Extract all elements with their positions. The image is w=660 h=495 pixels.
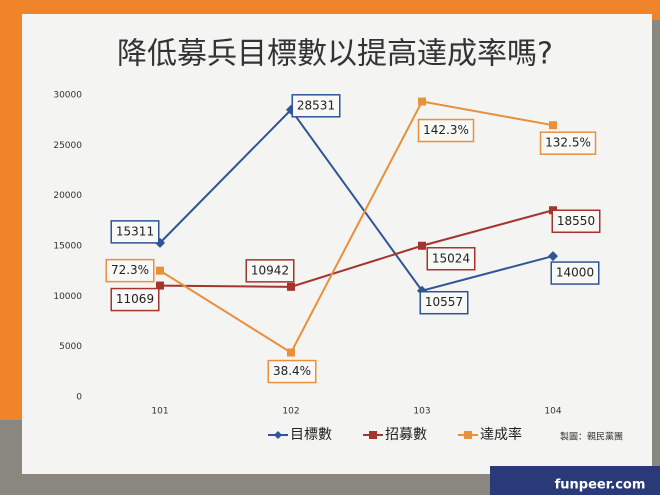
data-label: 28531 (297, 98, 335, 112)
label-box (110, 287, 160, 312)
legend-marker (464, 431, 472, 439)
marker (418, 241, 426, 250)
x-tick-label: 102 (282, 407, 299, 417)
label-box (267, 359, 317, 384)
legend-marker (274, 431, 282, 439)
label-box (419, 290, 469, 315)
data-label: 11069 (116, 292, 154, 306)
x-tick-label: 103 (413, 407, 430, 417)
data-label: 18550 (557, 214, 595, 228)
legend-label: 達成率 (480, 426, 522, 443)
y-tick-label: 30000 (53, 91, 82, 101)
data-label: 72.3% (111, 263, 149, 277)
y-tick-label: 20000 (53, 191, 82, 201)
label-box (539, 131, 597, 155)
data-label: 15024 (432, 251, 470, 265)
legend-label: 目標數 (290, 427, 332, 443)
y-tick-label: 0 (76, 393, 82, 403)
orange-board-side (0, 0, 24, 420)
series-line (159, 100, 554, 354)
series-line (159, 209, 554, 288)
marker (548, 251, 558, 262)
legend-marker (369, 431, 377, 439)
label-box (550, 261, 600, 285)
marker (287, 282, 295, 291)
label-box (245, 259, 295, 283)
paper (22, 14, 652, 474)
x-tick-label: 101 (151, 407, 168, 417)
label-box (551, 209, 601, 234)
series-line (159, 108, 554, 292)
chart-title: 降低募兵目標數以提高達成率嗎? (117, 37, 553, 72)
y-tick-label: 25000 (53, 141, 82, 151)
marker (418, 97, 426, 106)
label-box (291, 94, 341, 118)
y-tick-label: 5000 (59, 342, 82, 352)
marker (156, 281, 164, 290)
data-label: 38.4% (273, 364, 311, 378)
legend-label: 招募數 (385, 427, 427, 443)
data-label: 132.5% (545, 136, 591, 150)
y-tick-label: 15000 (53, 242, 82, 252)
label-box (110, 220, 160, 244)
marker (287, 348, 295, 357)
credit: 製圖：親民黨團 (560, 431, 623, 443)
label-box (417, 118, 475, 143)
logo-bar (490, 466, 660, 495)
marker (156, 266, 164, 275)
label-box (105, 258, 155, 283)
marker (549, 121, 557, 130)
data-label: 15311 (116, 224, 154, 238)
x-tick-label: 104 (544, 407, 561, 417)
y-tick-label: 10000 (53, 292, 82, 302)
data-label: 14000 (556, 266, 594, 280)
data-label: 10557 (425, 295, 463, 309)
watermark: funpeer.com (555, 478, 646, 493)
data-label: 10942 (251, 263, 289, 277)
label-box (426, 247, 476, 271)
data-label: 142.3% (423, 123, 469, 137)
